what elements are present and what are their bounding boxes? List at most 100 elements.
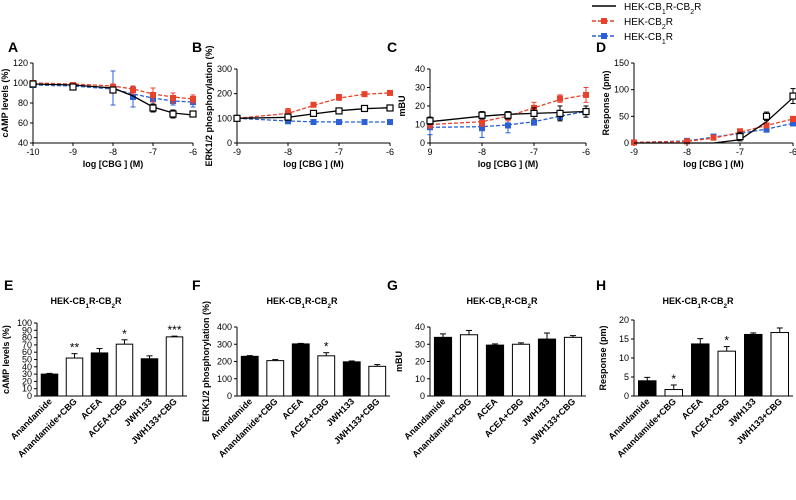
y-tick-label: 15	[619, 334, 629, 344]
data-point	[170, 95, 176, 101]
bar	[165, 336, 184, 397]
y-tick-label: 80	[18, 98, 28, 108]
bar	[65, 357, 84, 397]
data-point	[386, 104, 394, 112]
data-point	[336, 94, 342, 101]
y-tick-label: 80	[22, 333, 32, 343]
data-point	[762, 112, 771, 120]
y-tick-label: 120	[13, 58, 28, 68]
data-point	[583, 91, 589, 98]
data-point	[285, 109, 291, 116]
data-point	[557, 95, 563, 102]
chart-panel-A: A 40 60 80 100 120 -10 -9 -8 -7 -6 log [CBG ] (M) cA…	[0, 39, 197, 169]
x-tick-label: -9	[233, 147, 241, 157]
panel-letter: C	[387, 39, 397, 55]
y-axis-label: cAMP levels (%)	[1, 325, 11, 394]
data-point	[149, 104, 157, 112]
bar	[691, 343, 710, 397]
panel-title: HEK-CB1R-CB2R	[466, 296, 538, 310]
data-point	[69, 83, 77, 91]
x-tick-label: -7	[736, 147, 744, 157]
y-tick-label: 0	[420, 138, 425, 148]
y-tick-label: 90	[22, 325, 32, 335]
x-tick-label: -8	[109, 147, 117, 157]
data-point	[309, 109, 318, 118]
data-point	[556, 109, 564, 118]
bar	[744, 333, 763, 397]
bar	[638, 380, 657, 397]
x-tick-label: -8	[284, 147, 292, 157]
series-curve	[236, 107, 391, 119]
data-point	[479, 125, 485, 132]
data-point	[737, 128, 743, 135]
y-tick-label: 50	[22, 355, 32, 365]
y-tick-label: 0	[227, 138, 232, 148]
bar	[140, 358, 159, 397]
panel-title: HEK-CB1R-CB2R	[266, 296, 338, 310]
x-tick-label: JWH133+CBG	[129, 396, 179, 446]
y-tick-label: 40	[415, 64, 425, 74]
data-point	[763, 126, 770, 133]
significance-marker: *	[724, 334, 729, 348]
y-tick-label: 100	[217, 374, 232, 384]
legend-label: HEK-CB1R-CB2R	[624, 2, 701, 16]
x-tick-label: -6	[189, 147, 197, 157]
data-point	[360, 104, 369, 113]
data-point	[285, 118, 291, 125]
y-axis-label: ERK1/2 phosphorylation (%)	[201, 301, 211, 422]
bar	[563, 336, 583, 397]
y-tick-label: 20	[619, 315, 629, 325]
bar	[40, 373, 59, 397]
panel-letter: D	[596, 39, 606, 55]
data-point	[531, 119, 537, 126]
bar	[90, 352, 109, 397]
y-tick-label: 400	[217, 322, 232, 332]
data-point	[310, 119, 317, 126]
data-point	[190, 96, 196, 102]
data-point	[284, 113, 292, 121]
data-point	[736, 133, 744, 141]
legend-label: HEK-CB2R	[624, 17, 673, 31]
series-curve	[236, 92, 391, 119]
bar	[770, 332, 789, 397]
y-tick-label: 300	[217, 64, 232, 74]
data-point	[710, 134, 717, 141]
data-point	[582, 107, 590, 116]
bar	[291, 343, 310, 397]
y-tick-label: 30	[415, 339, 425, 349]
data-point	[479, 119, 485, 126]
chart-panel-B: B 0 100 200 300 -9 -8 -7 -6 log [CBG ] (M) ERK1/2 …	[192, 39, 394, 169]
y-tick-label: 20	[22, 376, 32, 386]
bar	[511, 343, 531, 397]
y-axis-label: ERK1/2 phosphorylation (%)	[204, 45, 214, 166]
panel-title: HEK-CB1R-CB2R	[662, 296, 734, 310]
chart-panel-F: F HEK-CB1R-CB2R 0 100 200 300 400 ERK1/2 phosph…	[192, 277, 390, 459]
x-tick-label: -7	[149, 147, 157, 157]
x-axis-label: log [CBG ] (M)	[683, 159, 743, 169]
data-point	[530, 109, 538, 118]
y-tick-label: 60	[18, 118, 28, 128]
chart-panel-C: C 0 10 20 30 40 9 -8 -7 -6 log [CBG ] (M) mBU	[387, 39, 590, 169]
x-tick-label: -7	[530, 147, 538, 157]
y-tick-label: 10	[415, 374, 425, 384]
series-curve	[634, 97, 794, 144]
bar	[433, 336, 453, 397]
y-tick-label: 0	[27, 391, 32, 401]
y-tick-label: 200	[217, 89, 232, 99]
y-tick-label: 0	[624, 391, 629, 401]
y-axis-label: cAMP levels (%)	[0, 69, 10, 138]
bar	[459, 334, 479, 397]
y-tick-label: 30	[415, 83, 425, 93]
y-tick-label: 20	[415, 101, 425, 111]
data-point	[150, 92, 156, 98]
y-tick-label: 40	[22, 362, 32, 372]
panel-letter: B	[192, 39, 202, 55]
y-tick-label: 40	[18, 138, 28, 148]
data-point	[189, 110, 197, 118]
data-point	[361, 91, 368, 98]
y-tick-label: 100	[614, 85, 629, 95]
x-tick-label: JWH133+CBG	[332, 396, 382, 446]
x-tick-label: ACEA	[680, 396, 705, 421]
x-axis-label: log [CBG ] (M)	[283, 159, 343, 169]
